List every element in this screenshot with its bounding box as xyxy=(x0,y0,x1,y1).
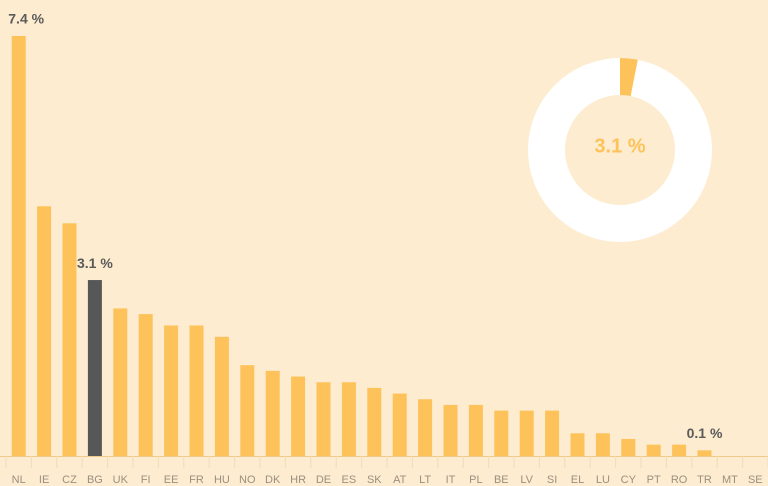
x-tick-label: LV xyxy=(520,474,533,486)
bar xyxy=(392,393,407,456)
value-label: 7.4 % xyxy=(8,11,44,27)
bar xyxy=(621,438,636,456)
x-tick-label: NO xyxy=(239,474,256,486)
x-tick-label: NL xyxy=(12,474,26,486)
x-tick-label: BG xyxy=(87,474,103,486)
bar xyxy=(519,410,534,456)
bar xyxy=(545,410,560,456)
x-tick-label: UK xyxy=(113,474,129,486)
donut-label: 3.1 % xyxy=(594,135,645,157)
x-tick-label: SI xyxy=(547,474,557,486)
bar xyxy=(341,382,356,456)
bar xyxy=(189,325,204,456)
x-tick-label: EE xyxy=(164,474,179,486)
bar xyxy=(214,336,229,456)
x-tick-label: SE xyxy=(748,474,763,486)
bar xyxy=(113,308,128,456)
bar xyxy=(443,404,458,456)
x-tick-label: PL xyxy=(469,474,482,486)
x-tick-label: IT xyxy=(446,474,456,486)
value-label: 3.1 % xyxy=(77,255,113,271)
bar xyxy=(138,314,153,456)
x-tick-label: TR xyxy=(697,474,712,486)
bar xyxy=(240,365,255,456)
bar xyxy=(87,280,102,456)
bar xyxy=(646,444,661,456)
x-tick-label: FR xyxy=(189,474,204,486)
x-tick-label: CY xyxy=(621,474,637,486)
x-tick-label: SK xyxy=(367,474,382,486)
bar xyxy=(11,36,26,456)
bar xyxy=(697,450,712,456)
x-tick-label: EL xyxy=(571,474,584,486)
bar xyxy=(468,404,483,456)
bar xyxy=(291,376,306,456)
bar xyxy=(570,433,585,456)
x-tick-label: LU xyxy=(596,474,610,486)
x-tick-label: MT xyxy=(722,474,738,486)
x-tick-label: IE xyxy=(39,474,49,486)
bar xyxy=(494,410,509,456)
x-tick-label: BE xyxy=(494,474,509,486)
donut-slice xyxy=(620,58,638,97)
bar xyxy=(62,223,77,456)
bar xyxy=(316,382,331,456)
bar xyxy=(367,387,382,456)
x-tick-label: HU xyxy=(214,474,230,486)
bar xyxy=(37,206,52,456)
bar xyxy=(265,370,280,456)
x-tick-label: CZ xyxy=(62,474,77,486)
x-tick-label: DE xyxy=(316,474,331,486)
x-tick-label: HR xyxy=(290,474,306,486)
x-tick-label: FI xyxy=(141,474,151,486)
x-tick-label: DK xyxy=(265,474,281,486)
bar xyxy=(418,399,433,456)
x-tick-label: RO xyxy=(671,474,688,486)
x-tick-label: ES xyxy=(342,474,357,486)
x-tick-label: PT xyxy=(647,474,661,486)
bar xyxy=(164,325,179,456)
x-tick-label: LT xyxy=(419,474,431,486)
bar xyxy=(672,444,687,456)
bar xyxy=(595,433,610,456)
x-tick-label: AT xyxy=(393,474,407,486)
value-label: 0.1 % xyxy=(687,425,723,441)
